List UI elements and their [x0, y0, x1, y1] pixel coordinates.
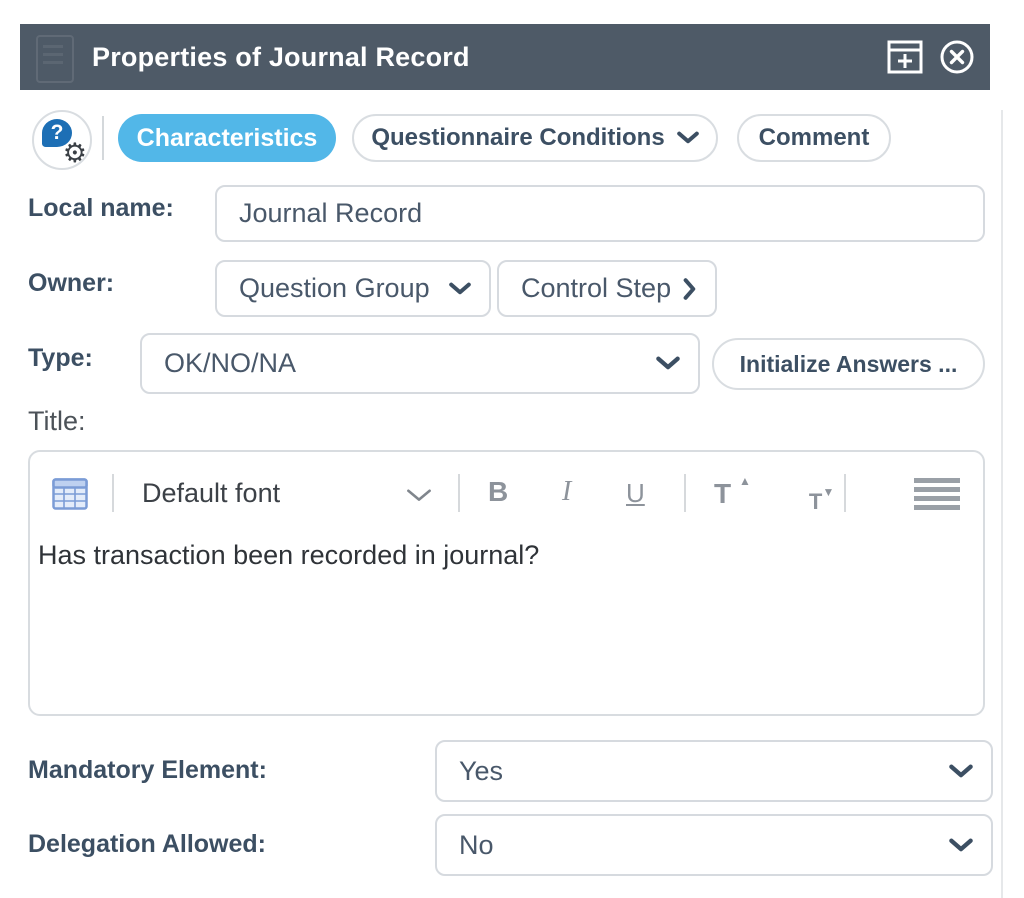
divider	[458, 474, 460, 512]
mandatory-element-value: Yes	[459, 755, 504, 786]
question-bubble-icon: ?	[42, 119, 72, 147]
title-text-content[interactable]: Has transaction been recorded in journal…	[38, 540, 540, 570]
mandatory-element-label: Mandatory Element:	[28, 756, 267, 784]
chevron-down-icon	[676, 131, 699, 145]
divider	[102, 116, 104, 160]
italic-button[interactable]: I	[562, 476, 572, 507]
local-name-input[interactable]: Journal Record	[215, 185, 985, 242]
owner-target-value: Control Step	[521, 273, 672, 303]
popout-window-icon[interactable]	[886, 38, 924, 76]
tab-label: Characteristics	[136, 123, 318, 152]
local-name-value: Journal Record	[239, 198, 423, 228]
dialog-title: Properties of Journal Record	[92, 41, 470, 72]
divider	[684, 474, 686, 512]
underline-button[interactable]: U	[626, 478, 645, 508]
delegation-allowed-dropdown[interactable]: No	[435, 814, 993, 876]
type-dropdown[interactable]: OK/NO/NA	[140, 333, 700, 394]
title-rich-text-editor[interactable]: Default font B I U T ▲ T ▼ Has transaction…	[28, 450, 985, 716]
chevron-down-icon	[949, 764, 973, 779]
owner-type-dropdown[interactable]: Question Group	[215, 260, 491, 317]
close-icon[interactable]	[938, 38, 976, 76]
question-settings-icon[interactable]: ? ⚙	[32, 110, 92, 170]
justify-menu-icon[interactable]	[914, 478, 960, 514]
title-label: Title:	[28, 406, 86, 436]
dialog-header: Properties of Journal Record	[20, 24, 990, 90]
increase-font-icon[interactable]: T ▲	[714, 474, 751, 509]
font-selector[interactable]: Default font	[142, 478, 281, 508]
tab-bar: ? ⚙ Characteristics Questionnaire Condit…	[0, 104, 1024, 170]
owner-type-value: Question Group	[239, 273, 430, 303]
divider	[112, 474, 114, 512]
chevron-down-icon	[656, 356, 680, 371]
tab-characteristics[interactable]: Characteristics	[118, 114, 336, 162]
delegation-allowed-label: Delegation Allowed:	[28, 830, 266, 858]
document-icon	[36, 35, 74, 83]
tab-label: Questionnaire Conditions	[371, 124, 665, 151]
tab-label: Comment	[758, 124, 870, 151]
initialize-answers-button[interactable]: Initialize Answers ...	[712, 338, 985, 390]
type-label: Type:	[28, 344, 93, 372]
table-icon[interactable]	[52, 478, 88, 515]
local-name-label: Local name:	[28, 194, 174, 222]
owner-label: Owner:	[28, 269, 115, 297]
gear-icon: ⚙	[62, 138, 87, 168]
panel-right-edge	[1001, 110, 1003, 898]
chevron-down-icon[interactable]	[406, 488, 432, 508]
owner-target-button[interactable]: Control Step	[497, 260, 717, 317]
tab-comment[interactable]: Comment	[737, 114, 891, 162]
bold-button[interactable]: B	[488, 476, 509, 507]
initialize-answers-label: Initialize Answers ...	[739, 350, 958, 377]
decrease-font-icon[interactable]: T ▼	[808, 485, 835, 514]
divider	[844, 474, 846, 512]
tab-questionnaire-conditions[interactable]: Questionnaire Conditions	[352, 114, 718, 162]
chevron-right-icon	[683, 277, 697, 300]
delegation-allowed-value: No	[459, 829, 494, 860]
chevron-down-icon	[449, 282, 471, 296]
type-value: OK/NO/NA	[164, 348, 297, 378]
chevron-down-icon	[949, 838, 973, 853]
mandatory-element-dropdown[interactable]: Yes	[435, 740, 993, 802]
